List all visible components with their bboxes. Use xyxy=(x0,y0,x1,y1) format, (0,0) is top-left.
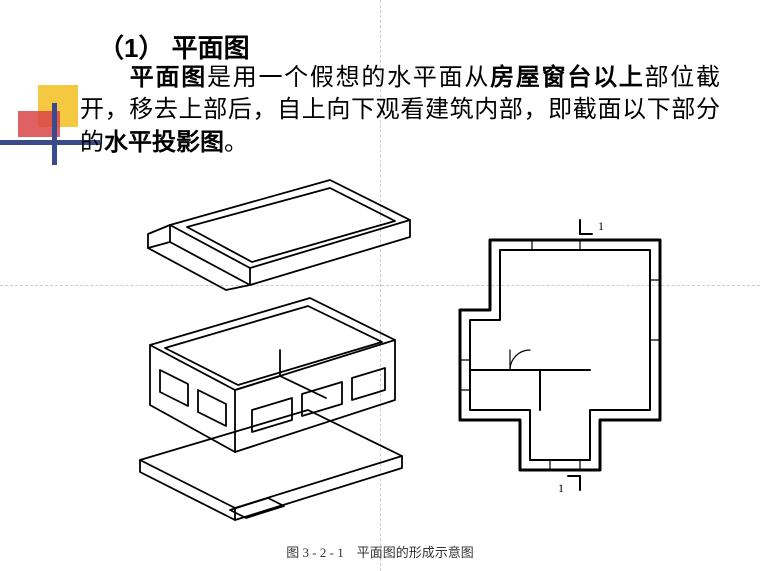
bullet-vertical-bar xyxy=(52,103,57,165)
floor-plan xyxy=(460,220,660,490)
seg1: 是用一个假想的水平面从 xyxy=(207,65,490,91)
section-mark-top: 1 xyxy=(598,219,604,233)
figure-caption: 图 3 - 2 - 1 平面图的形成示意图 xyxy=(0,542,760,561)
body-paragraph: 平面图是用一个假想的水平面从房屋窗台以上部位截开，移去上部后，自上向下观看建筑内… xyxy=(80,62,720,159)
term-sill: 房屋窗台以上 xyxy=(490,64,644,91)
plan-formation-svg: 1 1 xyxy=(80,170,700,530)
term-projection: 水平投影图 xyxy=(104,129,224,156)
section-mark-bottom: 1 xyxy=(558,481,564,495)
seg3: 。 xyxy=(224,130,248,156)
iso-walls xyxy=(150,298,395,452)
figure-diagram: 1 1 xyxy=(80,170,700,530)
section-title: （1） 平面图 xyxy=(98,28,250,65)
term-plan: 平面图 xyxy=(128,64,207,91)
iso-roof xyxy=(148,180,410,290)
